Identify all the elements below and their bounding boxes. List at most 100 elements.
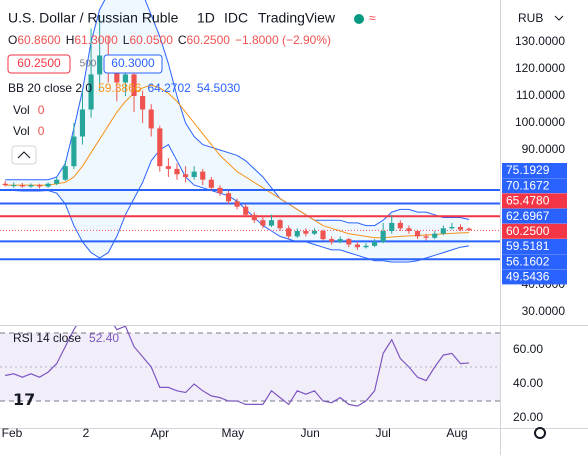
- candle-body: [217, 187, 223, 194]
- ohlc-value: 60.2500: [187, 33, 231, 47]
- candle-body: [440, 228, 446, 234]
- candle-body: [114, 69, 120, 83]
- price-tag-label: 49.5436: [506, 270, 550, 284]
- ask-box[interactable]: [103, 54, 163, 74]
- candle-body: [363, 245, 369, 248]
- status-dot[interactable]: [354, 14, 364, 24]
- rsi-tick-label: 60.00: [513, 342, 543, 356]
- price-tag-label: 60.2500: [506, 224, 550, 238]
- candle-body: [182, 174, 189, 177]
- price-tag: [502, 193, 567, 209]
- candle-body: [414, 231, 421, 237]
- bb-name: BB 20 close 2 0: [8, 81, 92, 95]
- ask[interactable]: 60.3000: [111, 56, 155, 70]
- candle-body: [200, 171, 206, 180]
- x-tick-label: Jul: [375, 426, 390, 440]
- bb-basis-line: [5, 84, 470, 239]
- y-tick-label: 90.0000: [522, 142, 566, 156]
- bb-upper: 64.2702: [147, 81, 191, 95]
- candle-body: [311, 231, 318, 234]
- candle-body: [11, 185, 17, 187]
- currency-caret[interactable]: [554, 15, 564, 21]
- candle-body: [45, 183, 51, 187]
- price-tag-label: 70.1672: [506, 178, 550, 192]
- legend: U.S. Dollar / Russian Ruble 1D IDC Tradi…: [7, 10, 564, 439]
- candle-body: [131, 74, 137, 96]
- interval: 1D: [197, 10, 215, 26]
- x-tick-label: May: [221, 426, 244, 440]
- rsi-name: RSI 14 close: [13, 331, 81, 345]
- price-tag: [502, 163, 567, 178]
- candle-body: [432, 233, 438, 238]
- ohlc-key: H: [66, 33, 75, 47]
- collapse-icon[interactable]: [17, 151, 31, 159]
- currency[interactable]: RUB: [518, 11, 543, 25]
- change: −1.8000 (−2.90%): [235, 33, 331, 47]
- candle-body: [337, 239, 343, 242]
- price-tag: [502, 239, 567, 254]
- ohlc-value: 60.8600: [17, 33, 61, 47]
- price-tag: [502, 223, 567, 239]
- candle-body: [191, 171, 197, 177]
- x-tick-label: 2: [83, 426, 90, 440]
- price-tag-label: 65.4780: [506, 194, 550, 208]
- brand: TradingView: [258, 10, 336, 26]
- candle-body: [71, 136, 77, 167]
- candle-body: [122, 74, 129, 83]
- rsi-value: 52.40: [89, 331, 119, 345]
- candle-body: [303, 231, 309, 234]
- y-tick-label: 100.0000: [515, 115, 565, 129]
- candle-body: [268, 220, 275, 226]
- y-tick-label: 130.0000: [515, 34, 565, 48]
- rsi-tick-label: 20.00: [513, 410, 543, 424]
- candle-body: [406, 228, 412, 231]
- candle-body: [174, 168, 180, 175]
- tv-logo[interactable]: 𝟭𝟳: [13, 392, 35, 409]
- candle-body: [397, 222, 403, 229]
- bb-lower: 54.5030: [197, 81, 241, 95]
- x-tick-label: Feb: [2, 426, 23, 440]
- candle-body: [380, 231, 386, 242]
- vol-name: Vol: [13, 124, 30, 138]
- candle-body: [165, 166, 171, 169]
- price-tag: [502, 269, 567, 285]
- y-tick-label: 110.0000: [516, 88, 565, 102]
- status-icon[interactable]: ≈: [369, 11, 376, 25]
- candle-body: [140, 96, 146, 110]
- candle-body: [277, 220, 283, 229]
- candle-body: [19, 185, 25, 187]
- ohlc-key: C: [178, 33, 187, 47]
- collapse-button[interactable]: [11, 145, 37, 165]
- candle-body: [294, 231, 300, 237]
- price-tag-label: 59.5181: [506, 239, 550, 253]
- bid-box[interactable]: [7, 54, 71, 74]
- candle-body: [148, 109, 154, 129]
- ohlc-key: O: [8, 33, 17, 47]
- candle-body: [234, 201, 240, 207]
- bid[interactable]: 60.2500: [17, 56, 61, 70]
- candle-body: [28, 185, 34, 187]
- candle-body: [62, 166, 68, 180]
- candle-body: [371, 241, 378, 246]
- vol-name: Vol: [13, 103, 30, 117]
- candle-body: [243, 206, 249, 215]
- spread: 500: [80, 59, 97, 70]
- symbol-title: U.S. Dollar / Russian Ruble: [8, 10, 179, 26]
- y-tick-label: 120.0000: [515, 61, 565, 75]
- price-tag: [502, 208, 567, 224]
- candle-body: [466, 228, 472, 231]
- y-tick-label: 30.0000: [522, 304, 566, 318]
- price-tag: [502, 178, 567, 194]
- candle-body: [2, 183, 8, 186]
- ohlc-key: L: [123, 33, 130, 47]
- candle-body: [329, 239, 335, 242]
- x-tick-label: Jun: [300, 426, 319, 440]
- vol-value: 0: [38, 103, 45, 117]
- settings-icon[interactable]: [534, 427, 546, 439]
- bb-basis: 59.3866: [98, 81, 142, 95]
- candle-body: [260, 220, 266, 226]
- price-tag: [502, 254, 567, 270]
- price-tag-label: 56.1602: [506, 254, 550, 268]
- candle-body: [157, 128, 163, 167]
